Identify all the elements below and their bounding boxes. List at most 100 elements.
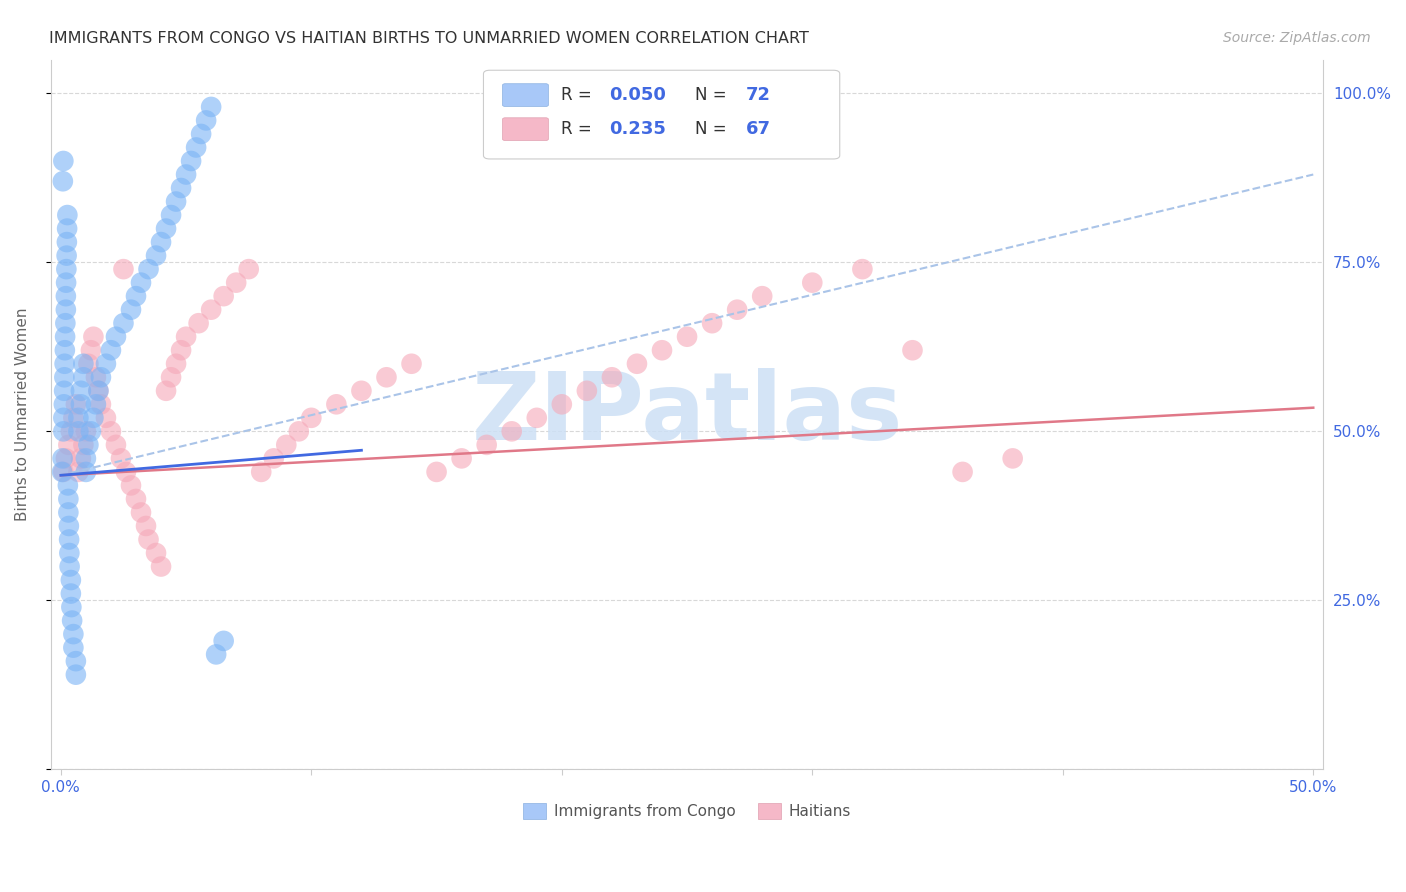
Text: Source: ZipAtlas.com: Source: ZipAtlas.com: [1223, 31, 1371, 45]
Point: [58, 506, 80, 520]
Point: [58, 491, 80, 506]
Point: [120, 302, 142, 317]
Point: [150, 559, 173, 574]
Point: [58, 533, 80, 547]
Point: [55, 302, 77, 317]
Text: ZIPatlas: ZIPatlas: [471, 368, 903, 460]
Point: [60, 600, 83, 615]
Point: [100, 343, 122, 358]
Point: [276, 438, 298, 452]
Point: [87, 384, 110, 398]
Point: [184, 140, 207, 154]
Point: [160, 370, 183, 384]
Point: [475, 438, 498, 452]
Point: [190, 127, 212, 141]
Point: [174, 168, 197, 182]
Point: [52, 153, 75, 168]
Point: [626, 357, 648, 371]
Point: [125, 491, 148, 506]
Point: [75, 425, 97, 439]
Point: [55, 451, 77, 466]
Point: [212, 633, 235, 648]
Point: [67, 410, 90, 425]
Point: [138, 262, 160, 277]
Point: [53, 370, 76, 384]
Point: [187, 316, 209, 330]
Point: [58, 546, 80, 560]
Point: [77, 438, 100, 452]
Point: [575, 384, 598, 398]
Point: [238, 262, 260, 277]
Point: [426, 465, 449, 479]
Point: [170, 343, 193, 358]
Point: [145, 546, 167, 560]
Point: [70, 451, 93, 466]
Point: [901, 343, 924, 358]
Point: [53, 384, 76, 398]
Point: [94, 357, 117, 371]
Point: [299, 410, 322, 425]
Point: [600, 370, 623, 384]
Point: [56, 235, 79, 249]
Point: [52, 174, 75, 188]
Point: [70, 384, 93, 398]
Point: [62, 627, 84, 641]
Point: [174, 329, 197, 343]
Point: [288, 425, 311, 439]
Text: 72: 72: [745, 87, 770, 104]
Point: [350, 384, 373, 398]
Point: [65, 654, 87, 668]
Point: [51, 465, 73, 479]
Point: [58, 438, 80, 452]
Point: [725, 302, 748, 317]
Point: [551, 397, 574, 411]
Point: [501, 425, 523, 439]
Point: [59, 559, 82, 574]
Point: [82, 410, 104, 425]
Point: [75, 451, 97, 466]
Point: [155, 384, 177, 398]
Point: [70, 397, 93, 411]
Point: [200, 100, 222, 114]
Point: [110, 451, 132, 466]
Point: [225, 276, 247, 290]
Point: [104, 329, 127, 343]
Point: [263, 451, 285, 466]
Point: [90, 370, 112, 384]
Point: [56, 221, 79, 235]
Point: [450, 451, 472, 466]
Point: [55, 289, 77, 303]
Legend: Immigrants from Congo, Haitians: Immigrants from Congo, Haitians: [517, 797, 858, 825]
Y-axis label: Births to Unmarried Women: Births to Unmarried Women: [15, 308, 30, 521]
Point: [52, 451, 75, 466]
Point: [212, 289, 235, 303]
Text: N =: N =: [695, 120, 731, 138]
Point: [170, 181, 193, 195]
Point: [67, 465, 90, 479]
Point: [72, 438, 94, 452]
Point: [80, 343, 103, 358]
Text: 0.235: 0.235: [609, 120, 666, 138]
Point: [160, 208, 183, 222]
Point: [72, 370, 94, 384]
Point: [375, 370, 398, 384]
Point: [952, 465, 974, 479]
Point: [150, 235, 173, 249]
Point: [138, 533, 160, 547]
Point: [58, 519, 80, 533]
FancyBboxPatch shape: [502, 118, 548, 141]
Point: [53, 357, 76, 371]
Point: [125, 289, 148, 303]
Point: [52, 465, 75, 479]
Point: [65, 397, 87, 411]
Point: [62, 410, 84, 425]
Point: [205, 648, 228, 662]
Point: [165, 357, 187, 371]
Point: [135, 519, 157, 533]
Point: [325, 397, 347, 411]
FancyBboxPatch shape: [502, 84, 548, 106]
Point: [104, 438, 127, 452]
Point: [94, 410, 117, 425]
Point: [1001, 451, 1024, 466]
Point: [851, 262, 873, 277]
